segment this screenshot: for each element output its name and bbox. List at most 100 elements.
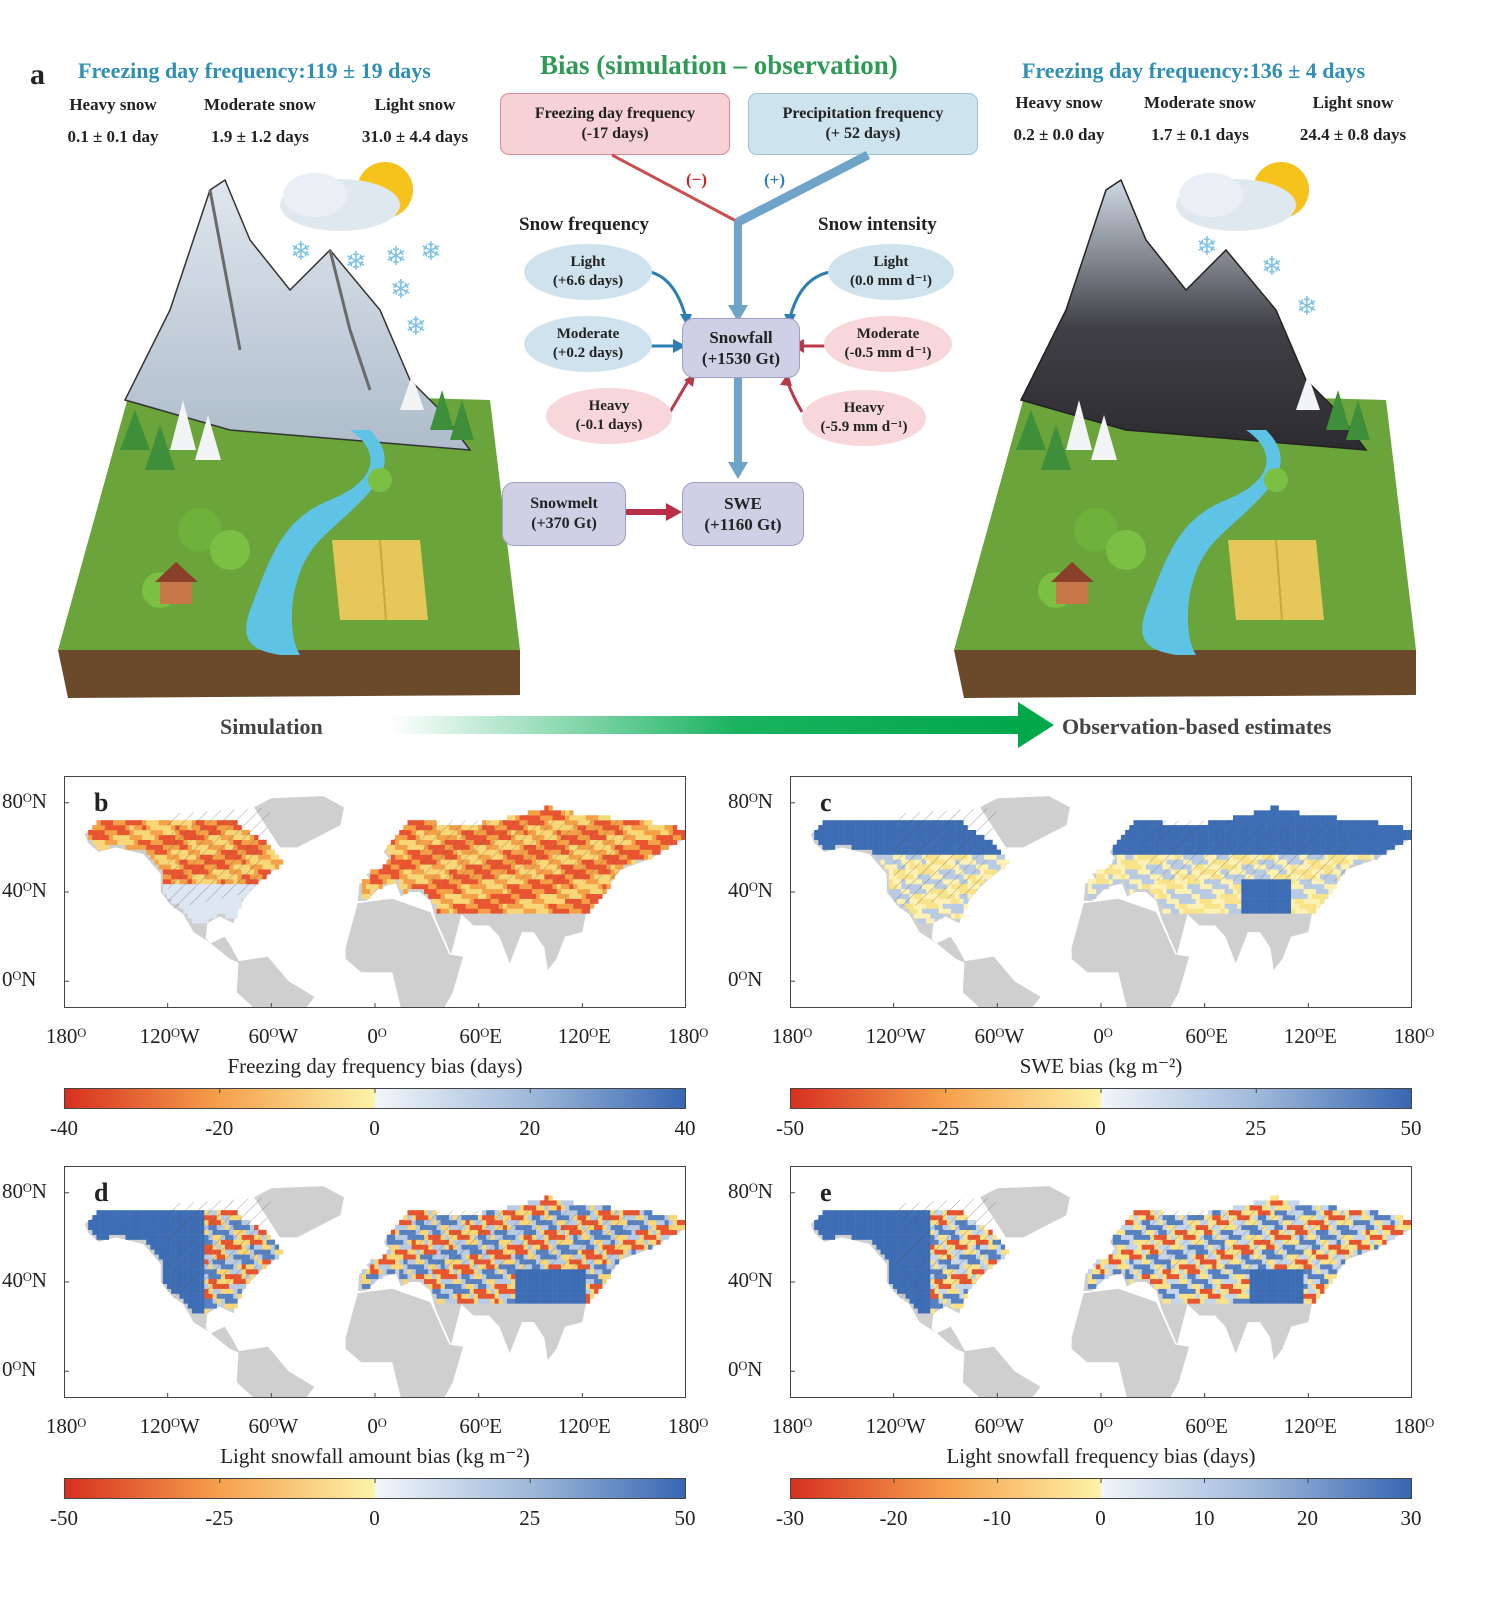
- colorbar-tick-label: 20: [519, 1116, 541, 1140]
- lat-label: 40ᴼN: [728, 878, 773, 902]
- lon-label: 180ᴼ: [771, 1414, 813, 1438]
- svg-text:❄: ❄: [385, 242, 407, 271]
- colorbar-tick-label: 0: [369, 1506, 380, 1530]
- right-title: Freezing day frequency:136 ± 4 days: [1022, 58, 1366, 83]
- simulation-landscape-illustration: ❄ ❄ ❄ ❄ ❄ ❄: [58, 162, 520, 698]
- significance-hatching-eu: [409, 820, 635, 881]
- panel-letter-e: e: [820, 1178, 832, 1207]
- lon-label: 120ᴼE: [1283, 1024, 1337, 1048]
- freezing-day-bias-box: Freezing day frequency (-17 days): [500, 93, 730, 155]
- lon-label: 120ᴼE: [1283, 1414, 1337, 1438]
- svg-text:❄: ❄: [405, 312, 427, 341]
- right-moderate-label: Moderate snow: [1144, 93, 1256, 112]
- lon-label: 180ᴼ: [45, 1024, 87, 1048]
- lon-label: 120ᴼW: [139, 1024, 200, 1048]
- colorbar-tick-label: -30: [776, 1506, 804, 1530]
- snowmelt-box: Snowmelt (+370 Gt): [502, 482, 626, 546]
- lon-label: 120ᴼW: [865, 1414, 926, 1438]
- snow-intensity-title: Snow intensity: [818, 214, 937, 235]
- lat-label: 80ᴼN: [728, 1178, 773, 1203]
- svg-text:❄: ❄: [420, 237, 442, 266]
- colorbar-tick-label: 0: [1095, 1506, 1106, 1530]
- lon-label: 0ᴼ: [1093, 1414, 1113, 1438]
- left-heavy-label: Heavy snow: [69, 95, 157, 114]
- significance-hatching-na: [893, 1197, 998, 1300]
- left-moderate-label: Moderate snow: [204, 95, 316, 114]
- simulation-caption: Simulation: [220, 714, 323, 739]
- colorbar-tick-label: -50: [776, 1116, 804, 1140]
- lon-label: 60ᴼE: [1185, 1024, 1228, 1048]
- freq-heavy-ellipse: Heavy (-0.1 days): [546, 388, 672, 444]
- colorbar-tick-label: -10: [983, 1506, 1011, 1530]
- significance-hatching-na: [167, 1197, 272, 1300]
- map-c-title: SWE bias (kg m⁻²): [1019, 1054, 1183, 1078]
- lon-label: 0ᴼ: [367, 1024, 387, 1048]
- colorbar-tick-label: -20: [205, 1116, 234, 1140]
- lon-label: 180ᴼ: [1393, 1024, 1435, 1048]
- left-moderate-value: 1.9 ± 1.2 days: [211, 127, 309, 146]
- lon-label: 60ᴼE: [1185, 1414, 1228, 1438]
- left-light-label: Light snow: [374, 95, 456, 114]
- land-sa: [236, 956, 315, 1008]
- colorbar-tick-label: 0: [1095, 1116, 1106, 1140]
- observation-caption: Observation-based estimates: [1062, 714, 1332, 739]
- svg-text:❄: ❄: [345, 247, 367, 276]
- land-sa: [962, 956, 1041, 1008]
- land-af: [1071, 1288, 1190, 1398]
- freq-light-ellipse: Light (+6.6 days): [524, 244, 652, 300]
- right-heavy-value: 0.2 ± 0.0 day: [1013, 125, 1105, 144]
- colorbar-tick-label: -20: [879, 1506, 908, 1530]
- simulation-to-observation-arrow: [390, 702, 1054, 748]
- colorbar-tick-label: -40: [50, 1116, 78, 1140]
- colorbar-e: [790, 1478, 1412, 1499]
- bias-title: Bias (simulation – observation): [540, 50, 898, 80]
- map-d: [64, 1166, 686, 1398]
- lon-label: 180ᴼ: [771, 1024, 813, 1048]
- lon-label: 60ᴼW: [248, 1414, 299, 1438]
- snow-frequency-title: Snow frequency: [519, 214, 650, 235]
- significance-hatching-eu: [1135, 820, 1361, 881]
- colorbar-tick-label: 25: [1245, 1116, 1267, 1140]
- lon-label: 180ᴼ: [45, 1414, 87, 1438]
- colorbar-b: [64, 1088, 686, 1109]
- map-c: [790, 776, 1412, 1008]
- left-heavy-value: 0.1 ± 0.1 day: [67, 127, 159, 146]
- int-heavy-ellipse: Heavy (-5.9 mm d⁻¹): [802, 390, 926, 446]
- observation-landscape-illustration: ❄ ❄ ❄: [954, 162, 1416, 698]
- lon-label: 120ᴼW: [139, 1414, 200, 1438]
- lat-label: 0ᴼN: [728, 1357, 763, 1382]
- panel-letter-a: a: [30, 58, 45, 91]
- map-e: [790, 1166, 1412, 1398]
- colorbar-tick-label: 20: [1297, 1506, 1318, 1530]
- lon-label: 120ᴼW: [865, 1024, 926, 1048]
- lat-label: 40ᴼN: [728, 1268, 773, 1292]
- svg-text:❄: ❄: [1261, 252, 1283, 281]
- land-sa: [962, 1346, 1041, 1398]
- lon-label: 60ᴼW: [974, 1414, 1025, 1438]
- colorbar-tick-label: 30: [1400, 1506, 1422, 1530]
- lon-label: 180ᴼ: [667, 1414, 709, 1438]
- panel-letter-d: d: [94, 1178, 109, 1207]
- land-gr: [254, 796, 344, 848]
- panel-letter-b: b: [94, 788, 109, 817]
- lon-label: 180ᴼ: [667, 1024, 709, 1048]
- colorbar-tick-label: -25: [205, 1506, 234, 1530]
- int-light-ellipse: Light (0.0 mm d⁻¹): [828, 244, 954, 300]
- left-title: Freezing day frequency:119 ± 19 days: [78, 58, 431, 83]
- lat-label: 0ᴼN: [2, 967, 37, 992]
- land-gr: [980, 1186, 1070, 1238]
- lon-label: 60ᴼE: [459, 1024, 502, 1048]
- right-light-label: Light snow: [1312, 93, 1394, 112]
- significance-hatching-na: [167, 807, 272, 910]
- significance-hatching-eu: [409, 1210, 635, 1271]
- lon-label: 60ᴼE: [459, 1414, 502, 1438]
- colorbar-c: [790, 1088, 1412, 1109]
- map-b: [64, 776, 686, 1008]
- land-sa: [236, 1346, 315, 1398]
- lat-label: 80ᴼN: [2, 788, 47, 813]
- left-light-value: 31.0 ± 4.4 days: [361, 127, 469, 146]
- map-d-title: Light snowfall amount bias (kg m⁻²): [220, 1444, 530, 1468]
- colorbar-tick-label: 50: [674, 1506, 696, 1530]
- significance-hatching-na: [893, 807, 998, 910]
- land-af: [1071, 898, 1190, 1008]
